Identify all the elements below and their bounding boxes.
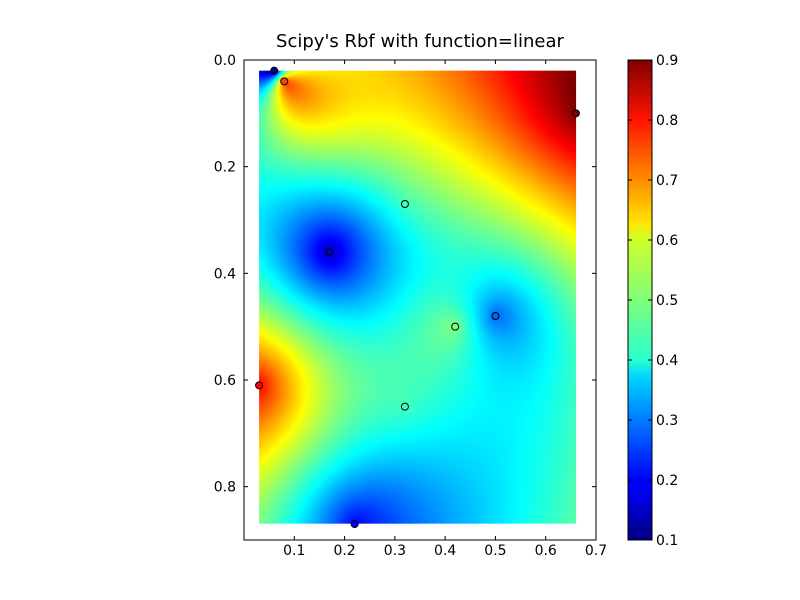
colorbar-axis: 0.1 0.2 0.3 0.4 0.5 0.6 0.7 0.8 0.9: [628, 53, 678, 549]
data-point: [350, 520, 359, 528]
colorbar-tick-label: 0.3: [656, 413, 678, 429]
colorbar-tick-label: 0.9: [656, 53, 678, 69]
y-tick-label: 0.0: [214, 53, 236, 69]
colorbar-tick-label: 0.7: [656, 173, 678, 189]
x-tick-label: 0.6: [535, 543, 557, 559]
chart-title: Scipy's Rbf with function=linear: [276, 31, 564, 52]
y-tick-label: 0.8: [214, 480, 236, 496]
x-tick-label: 0.1: [283, 543, 305, 559]
y-axis: 0.0 0.2 0.4 0.6 0.8: [214, 53, 596, 496]
data-point: [400, 200, 409, 208]
colorbar-tick-label: 0.4: [656, 353, 678, 369]
colorbar-tick-label: 0.5: [656, 293, 678, 309]
y-tick-label: 0.2: [214, 160, 236, 176]
x-tick-label: 0.7: [585, 543, 607, 559]
data-point: [325, 248, 334, 256]
heatmap-surface: [259, 70, 577, 524]
data-points: [255, 66, 580, 528]
data-point: [571, 109, 580, 118]
data-point: [255, 381, 264, 390]
x-tick-label: 0.4: [434, 543, 456, 559]
y-tick-label: 0.4: [214, 266, 236, 282]
colorbar-tick-label: 0.8: [656, 113, 678, 129]
data-point: [280, 77, 289, 86]
x-tick-label: 0.3: [384, 543, 406, 559]
plot-frame: [243, 59, 597, 541]
y-tick-label: 0.6: [214, 373, 236, 389]
x-tick-label: 0.2: [333, 543, 355, 559]
colorbar-tick-label: 0.6: [656, 233, 678, 249]
x-axis: 0.1 0.2 0.3 0.4 0.5 0.6 0.7: [283, 60, 607, 559]
data-point: [451, 322, 460, 331]
x-tick-label: 0.5: [484, 543, 506, 559]
data-point: [270, 66, 279, 75]
data-point: [400, 402, 409, 411]
colorbar-tick-label: 0.2: [656, 473, 678, 489]
colorbar-tick-label: 0.1: [656, 533, 678, 549]
data-point: [491, 312, 500, 320]
